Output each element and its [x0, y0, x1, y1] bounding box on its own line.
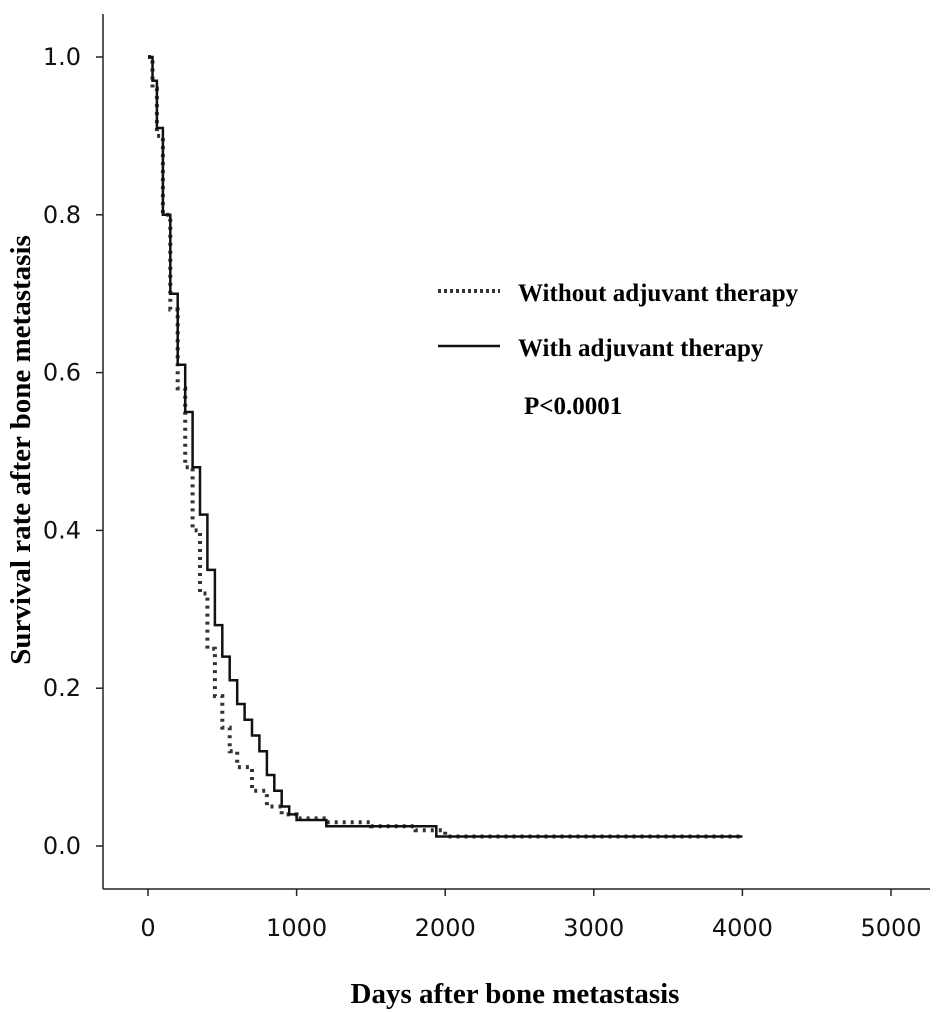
y-tick-label: 0.6: [43, 359, 81, 387]
y-tick-label: 0.0: [43, 832, 81, 860]
x-tick-label: 1000: [266, 914, 327, 942]
y-tick-label: 0.4: [43, 516, 81, 544]
x-tick-label: 0: [140, 914, 155, 942]
plot-area: [148, 55, 743, 839]
y-tick-label: 0.2: [43, 674, 81, 702]
y-tick-label: 0.8: [43, 201, 81, 229]
x-axis-title: Days after bone metastasis: [351, 978, 680, 1010]
legend-label: Without adjuvant therapy: [518, 280, 799, 307]
x-tick-label: 5000: [860, 914, 921, 942]
y-tick-label: 1.0: [43, 43, 81, 71]
series-line-without-adjuvant: [148, 55, 743, 839]
legend-label: With adjuvant therapy: [518, 335, 764, 362]
x-tick-label: 3000: [563, 914, 624, 942]
axes: 0.0 0.2 0.4 0.6 0.8 1.0 0 1000 2000 3000 4000 5000: [43, 14, 930, 942]
legend: Without adjuvant therapy With adjuvant th…: [438, 280, 799, 420]
x-tick-label: 2000: [415, 914, 476, 942]
x-tick-label: 4000: [712, 914, 773, 942]
p-value-annotation: P<0.0001: [524, 393, 622, 420]
y-axis-title: Survival rate after bone metastasis: [5, 235, 37, 665]
series-line-with-adjuvant: [148, 55, 743, 838]
